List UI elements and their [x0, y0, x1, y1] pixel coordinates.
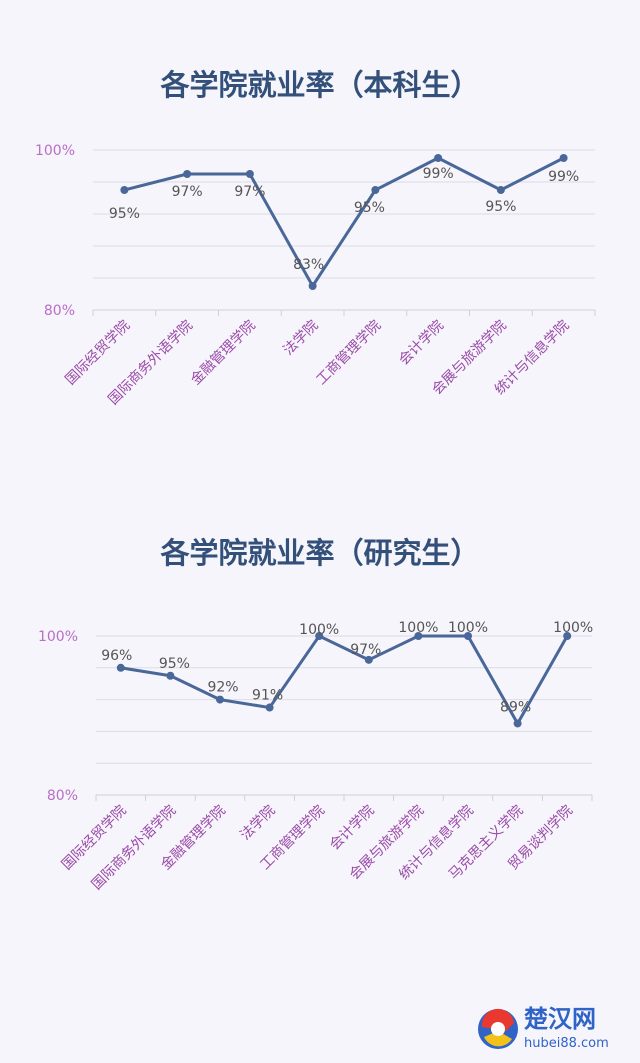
data-point — [513, 719, 522, 728]
data-point — [464, 632, 472, 640]
data-label: 95% — [109, 206, 140, 222]
x-tick-label: 法学院 — [237, 803, 278, 844]
data-label: 100% — [299, 622, 339, 638]
data-point — [120, 186, 129, 194]
data-point — [434, 154, 443, 162]
data-label: 99% — [423, 166, 454, 182]
x-tick-label: 国际经贸学院 — [62, 318, 133, 389]
data-label: 96% — [101, 648, 132, 664]
data-label: 95% — [485, 199, 516, 215]
data-label: 100% — [398, 620, 438, 636]
data-label: 92% — [207, 680, 238, 696]
y-tick-label: 80% — [47, 788, 78, 804]
chart-title: 各学院就业率（本科生） — [159, 68, 479, 102]
series-line — [124, 156, 565, 288]
data-label: 97% — [234, 184, 265, 200]
data-point — [265, 703, 274, 712]
x-tick-label: 会计学院 — [327, 803, 378, 854]
data-point — [496, 186, 505, 194]
data-label: 97% — [350, 642, 381, 658]
data-label: 99% — [548, 169, 579, 185]
y-tick-label: 80% — [44, 303, 75, 319]
data-point — [559, 154, 568, 162]
data-point — [166, 671, 175, 680]
data-point — [245, 170, 254, 178]
data-point — [364, 655, 373, 664]
globe-logo-icon — [478, 1008, 518, 1049]
data-point — [216, 695, 224, 704]
data-label: 100% — [448, 620, 488, 636]
x-tick-label: 工商管理学院 — [313, 318, 384, 389]
watermark: 楚汉网 hubei88.com — [478, 1005, 609, 1051]
data-label: 91% — [252, 688, 283, 704]
data-label: 83% — [293, 257, 324, 273]
x-tick-label: 金融管理学院 — [188, 318, 259, 389]
data-point — [308, 282, 317, 290]
series-line — [120, 634, 569, 725]
x-tick-label: 会计学院 — [396, 318, 447, 369]
data-label: 100% — [553, 620, 593, 636]
data-point — [371, 186, 380, 194]
chart-title: 各学院就业率（研究生） — [159, 536, 479, 570]
data-point — [563, 632, 572, 640]
data-label: 95% — [354, 200, 385, 216]
data-point — [414, 632, 423, 640]
watermark-name: 楚汉网 — [524, 1005, 596, 1033]
x-tick-label: 国际商务外语学院 — [89, 803, 180, 894]
data-point — [116, 663, 125, 672]
watermark-url: hubei88.com — [524, 1036, 609, 1051]
data-point — [183, 170, 192, 178]
data-point — [315, 632, 324, 640]
data-label: 95% — [159, 656, 190, 672]
x-tick-label: 法学院 — [280, 318, 321, 359]
y-tick-label: 100% — [38, 629, 78, 645]
data-label: 89% — [500, 699, 531, 715]
data-label: 97% — [172, 184, 203, 200]
y-tick-label: 100% — [35, 143, 75, 159]
